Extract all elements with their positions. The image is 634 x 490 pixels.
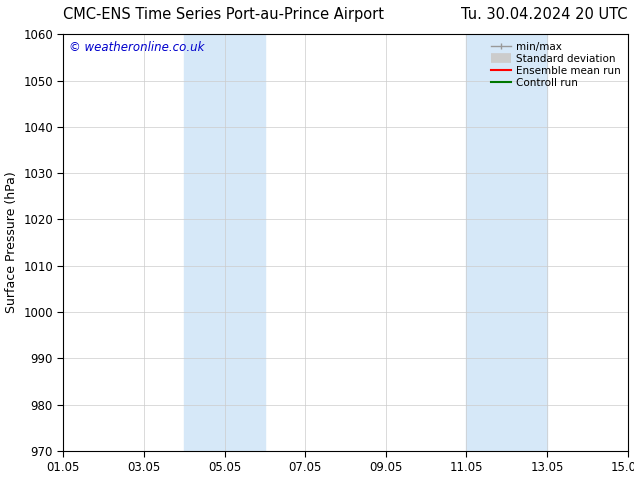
Legend: min/max, Standard deviation, Ensemble mean run, Controll run: min/max, Standard deviation, Ensemble me… <box>489 40 623 90</box>
Y-axis label: Surface Pressure (hPa): Surface Pressure (hPa) <box>4 172 18 314</box>
Bar <box>184 34 265 451</box>
Bar <box>467 34 547 451</box>
Text: Tu. 30.04.2024 20 UTC: Tu. 30.04.2024 20 UTC <box>461 7 628 22</box>
Text: CMC-ENS Time Series Port-au-Prince Airport: CMC-ENS Time Series Port-au-Prince Airpo… <box>63 7 384 22</box>
Text: © weatheronline.co.uk: © weatheronline.co.uk <box>69 41 204 53</box>
